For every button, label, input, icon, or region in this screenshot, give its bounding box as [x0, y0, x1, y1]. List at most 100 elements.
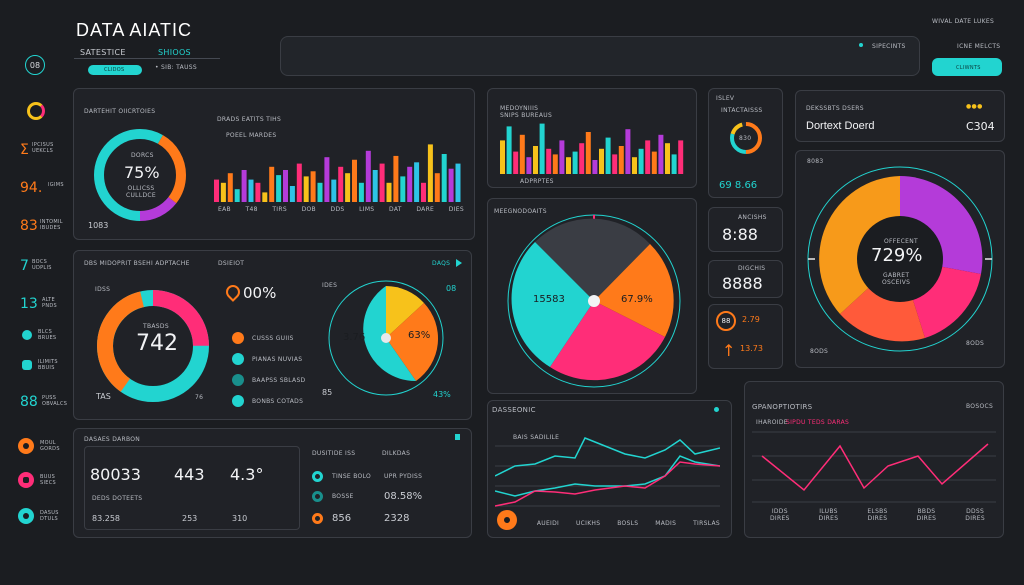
summary-row[interactable]: TINSE BOLO UPR PYDISS [312, 470, 462, 484]
bar [352, 159, 357, 202]
summary-row[interactable]: BOSSE 08.58% [312, 490, 462, 504]
sidebar-item-7[interactable]: ILIMITS BBUIS [20, 358, 60, 380]
bar [612, 154, 618, 174]
segments-pie-left-bottom: 85 [322, 388, 333, 397]
sidebar-item-5[interactable]: 13 ALTE PNDS [20, 296, 60, 318]
sidebar-item-4[interactable]: 7 BOCS UDPLIS [20, 258, 60, 280]
bar [365, 150, 371, 202]
legend-item: CUSSS GUIIS [232, 332, 294, 344]
primary-action-button[interactable] [932, 58, 1002, 76]
axis-tick-label: ELSBS DIRES [867, 508, 888, 522]
bar [393, 155, 399, 202]
segments-link[interactable]: DAQS [432, 260, 451, 267]
metric-card-3-arrow-value: 13.73 [740, 344, 763, 353]
overview-donut-value: 75% [124, 163, 160, 182]
bars-chart [500, 123, 684, 174]
sidebar-item-1-label: IPCISUS UEKCLS [32, 142, 54, 154]
status-ring-icon [312, 471, 323, 482]
right-line-link[interactable]: BOSOCS [966, 403, 994, 410]
summary-col3-value: 4.3° [230, 465, 264, 484]
metric-card-1-value: 8:88 [722, 225, 758, 244]
overview-panel [73, 88, 475, 240]
sidebar-item-4-label: BOCS UDPLIS [32, 259, 52, 271]
bar [645, 140, 651, 174]
sidebar-item-8-label: PUSS OBVALCS [42, 395, 68, 407]
bar [227, 173, 233, 202]
heart-icon [22, 330, 32, 340]
sidebar-logo-icon[interactable] [27, 102, 45, 120]
gauge-title: ISLEV [716, 95, 735, 102]
summary-row-value: 08.58% [384, 491, 423, 502]
pie-slice-pink [550, 301, 665, 381]
sidebar-item-1[interactable]: Σ IPCISUS UEKCLS [20, 140, 60, 162]
axis-tick-label: TIRSLAS [693, 520, 720, 527]
status-ring-icon [312, 491, 323, 502]
axis-tick-label: DDSS DIRES [965, 508, 985, 522]
sidebar-item-8-value: 88 [20, 394, 38, 410]
big-pie-corner-label: ●●● [966, 103, 983, 110]
bar [220, 182, 226, 202]
bar [276, 175, 282, 202]
legend-label: CUSSS GUIIS [252, 334, 294, 342]
legend-label: PIANAS NUVIAS [252, 355, 303, 363]
summary-right-header-left: DUSITIDE ISS [312, 450, 356, 457]
bar [214, 179, 219, 202]
axis-tick-label: DIES [448, 206, 464, 213]
sidebar-badge[interactable]: 08 [25, 55, 45, 75]
bar [625, 129, 631, 174]
tab-satestice[interactable]: SATESTICE [80, 48, 126, 57]
bar [379, 163, 385, 202]
bars-title: MEDOYNIIIS SNIPS BUREAUS [500, 105, 553, 119]
overview-donut-purple-segment [94, 129, 186, 221]
bar [526, 157, 532, 174]
axis-tick-label: ILUBS DIRES [818, 508, 839, 522]
play-icon[interactable] [456, 259, 462, 267]
segments-donut-top: IDSS [95, 286, 111, 293]
axis-tick-label: BBDS DIRES [916, 508, 937, 522]
line-title: DASSEONIC [492, 406, 536, 414]
pie-title: MEEGNODOAITS [494, 208, 547, 215]
big-pie-center-value: 729% [871, 245, 923, 266]
line-panel-orange-button[interactable] [497, 510, 517, 530]
gauge-card [708, 88, 783, 198]
metric-card-1-label: ANCISHS [738, 214, 767, 221]
sidebar-circle-orange-icon[interactable] [18, 438, 34, 454]
search-label[interactable]: SIPECINTS [872, 43, 906, 50]
sidebar-item-2[interactable]: 94. IGIMS [20, 180, 64, 202]
bar [559, 140, 565, 174]
sidebar-item-11-label: DASUS DTULS [40, 510, 59, 522]
segments-stat-value: 00% [243, 284, 277, 302]
right-line-legend-2: SIPDU TEDS DARAS [786, 419, 850, 426]
axis-tick-label: T48 [245, 206, 258, 213]
sidebar-item-4-value: 7 [20, 258, 29, 274]
sidebar-item-9-label: MOUL GORDS [40, 440, 60, 452]
big-pie-corner-right-bottom: 8ODS [966, 340, 985, 347]
sidebar-item-6[interactable]: BLCS BRUES [20, 328, 60, 350]
line-panel-dot-icon[interactable] [714, 407, 719, 412]
sidebar-item-8[interactable]: 88 PUSS OBVALCS [20, 394, 67, 416]
overview-x-axis: EAB T48 TIRS DOB DDS LIMS DAT DARE DIES [218, 206, 464, 213]
summary-col2-footer: 253 [182, 514, 198, 523]
tab-shioos[interactable]: SHIOOS [158, 48, 191, 57]
segments-donut-bottom: TAS [96, 392, 111, 401]
bar [513, 151, 519, 174]
segments-title: DBS MIDOPRIT BSEHI ADPTACHE [84, 260, 190, 267]
summary-row[interactable]: 856 2328 [312, 512, 462, 526]
pie-slice-teal [511, 242, 594, 367]
right-line-title: GPANOPTIOTIRS [752, 403, 813, 411]
filter-pill[interactable] [88, 65, 142, 75]
right-line-x-axis: IDDS DIRES ILUBS DIRES ELSBS DIRES BBDS DIR… [770, 508, 985, 522]
metric-card-2[interactable] [708, 260, 783, 298]
right-line-panel [744, 381, 1004, 538]
big-pie-header-text: Dortext Doerd [806, 120, 875, 132]
sidebar-item-3[interactable]: 83 INTOMIL IBUDES [20, 218, 63, 240]
legend-item: PIANAS NUVIAS [232, 353, 302, 365]
bar [455, 163, 461, 202]
sidebar-circle-pink-icon[interactable] [18, 472, 34, 488]
sidebar-circle-teal-icon[interactable] [18, 508, 34, 524]
summary-flag-icon[interactable] [455, 434, 460, 440]
bar [605, 137, 611, 174]
legend-dot [232, 332, 244, 344]
metric-card-1[interactable] [708, 207, 783, 252]
bar [441, 154, 447, 202]
